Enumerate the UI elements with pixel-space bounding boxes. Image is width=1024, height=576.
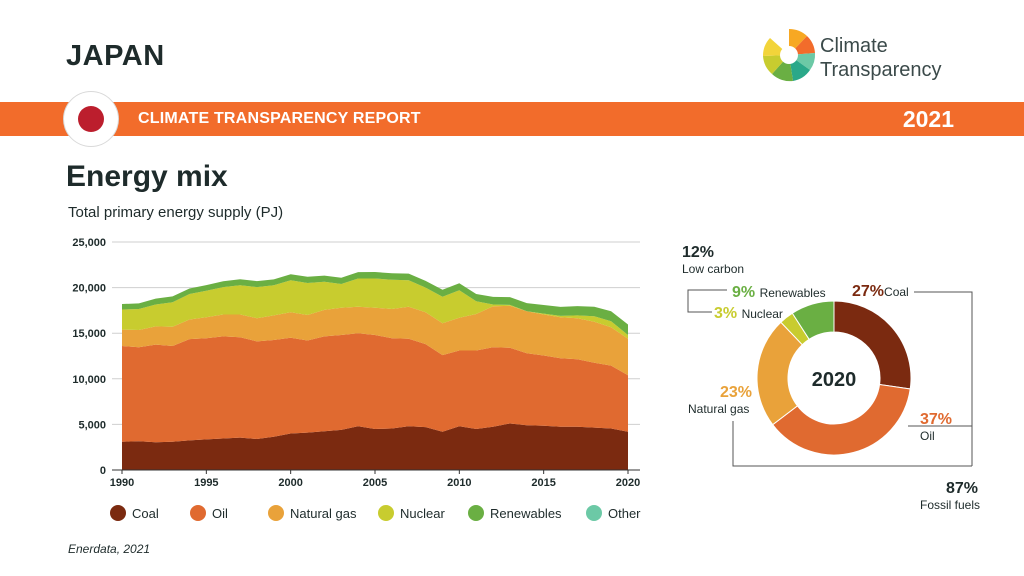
- japan-flag-icon: [64, 92, 118, 146]
- natural-gas-annotation: 23% Natural gas: [688, 384, 753, 416]
- section-title: Energy mix: [66, 160, 228, 193]
- legend-item-other: Other: [586, 503, 641, 523]
- data-source: Enerdata, 2021: [68, 542, 151, 556]
- legend-label-oil: Oil: [212, 505, 228, 521]
- logo-wordmark-text: Climate Transparency: [820, 35, 942, 81]
- legend-item-nuclear: Nuclear: [378, 503, 445, 523]
- renewables-pct: 9%: [732, 284, 756, 301]
- chart-subtitle: Total primary energy supply (PJ): [68, 204, 284, 221]
- y-tick-label: 15,000: [72, 328, 106, 340]
- legend-swatch-renewables: [468, 505, 484, 521]
- low-carbon-pct: 12%: [682, 244, 715, 261]
- legend-swatch-nuclear: [378, 505, 394, 521]
- coal-pct: 27%: [852, 283, 885, 300]
- fossil-fuels-bracket-bottom: [732, 421, 972, 467]
- x-tick-label: 2000: [278, 477, 302, 489]
- renewables-label: Renewables: [759, 286, 826, 300]
- y-tick-label: 0: [100, 465, 106, 477]
- y-tick-label: 5,000: [78, 419, 106, 431]
- x-tick-label: 2020: [616, 477, 640, 489]
- legend-swatch-oil: [190, 505, 206, 521]
- legend-item-renewables: Renewables: [468, 503, 562, 523]
- x-tick-label: 2005: [363, 477, 387, 489]
- oil-label: Oil: [920, 429, 935, 443]
- coal-label: Coal: [884, 285, 909, 299]
- x-tick-label: 1995: [194, 477, 218, 489]
- legend-swatch-natural-gas: [268, 505, 284, 521]
- legend-swatch-other: [586, 505, 602, 521]
- logo-wordmark: Climate Transparency: [820, 34, 942, 82]
- low-carbon-bracket: [687, 289, 727, 313]
- legend-label-renewables: Renewables: [490, 505, 562, 521]
- x-tick-label: 1990: [110, 477, 134, 489]
- x-tick-label: 2010: [447, 477, 471, 489]
- natural-gas-pct: 23%: [720, 384, 753, 401]
- legend-label-nuclear: Nuclear: [400, 505, 445, 521]
- low-carbon-label: Low carbon: [682, 262, 745, 276]
- area-series-natural-gas: [122, 305, 628, 376]
- legend-item-oil: Oil: [190, 503, 228, 523]
- area-series-renewables: [122, 272, 628, 335]
- area-series-nuclear: [122, 278, 628, 339]
- y-tick-label: 20,000: [72, 283, 106, 295]
- oil-pct: 37%: [920, 411, 953, 428]
- fossil-fuels-label: Fossil fuels: [920, 498, 981, 512]
- legend-item-natural-gas: Natural gas: [268, 503, 356, 523]
- natural-gas-label: Natural gas: [688, 402, 750, 416]
- y-tick-label: 10,000: [72, 374, 106, 386]
- report-year: 2021: [902, 106, 954, 132]
- donut-center-label: 2020: [812, 369, 857, 391]
- chart-legend: Coal Oil Natural gas Nuclear Renewables …: [110, 503, 670, 523]
- flag-sun: [78, 106, 104, 132]
- oil-annotation: 37% Oil: [920, 411, 952, 443]
- donut-slice-coal: [833, 300, 912, 390]
- donut-slice-oil: [772, 383, 911, 456]
- legend-item-coal: Coal: [110, 503, 159, 523]
- x-tick-label: 2015: [531, 477, 555, 489]
- climate-transparency-logo: Climate Transparency: [760, 26, 970, 86]
- legend-label-other: Other: [608, 505, 641, 521]
- fossil-fuels-annotation: 87% Fossil fuels: [920, 480, 981, 512]
- legend-label-coal: Coal: [132, 505, 159, 521]
- coal-annotation: 27%Coal: [852, 283, 909, 301]
- report-banner: CLIMATE TRANSPARENCY REPORT 2021: [0, 102, 1024, 136]
- low-carbon-annotation: 12% Low carbon: [682, 244, 744, 276]
- legend-label-natural-gas: Natural gas: [290, 505, 357, 521]
- country-title: JAPAN: [66, 40, 165, 72]
- nuclear-pct: 3%: [714, 305, 738, 322]
- y-tick-label: 25,000: [72, 237, 106, 249]
- report-title: CLIMATE TRANSPARENCY REPORT: [138, 110, 421, 127]
- fossil-fuels-bracket-top: [914, 291, 973, 466]
- nuclear-annotation: 3% Nuclear: [714, 305, 783, 323]
- legend-swatch-coal: [110, 505, 126, 521]
- donut-slice-renewables: [791, 300, 835, 340]
- fossil-fuels-pct: 87%: [945, 480, 978, 497]
- logo-sun-icon: [762, 28, 816, 82]
- renewables-annotation: 9% Renewables: [732, 284, 826, 302]
- nuclear-label: Nuclear: [741, 307, 783, 321]
- area-series-coal: [122, 423, 628, 470]
- area-series-oil: [122, 333, 628, 443]
